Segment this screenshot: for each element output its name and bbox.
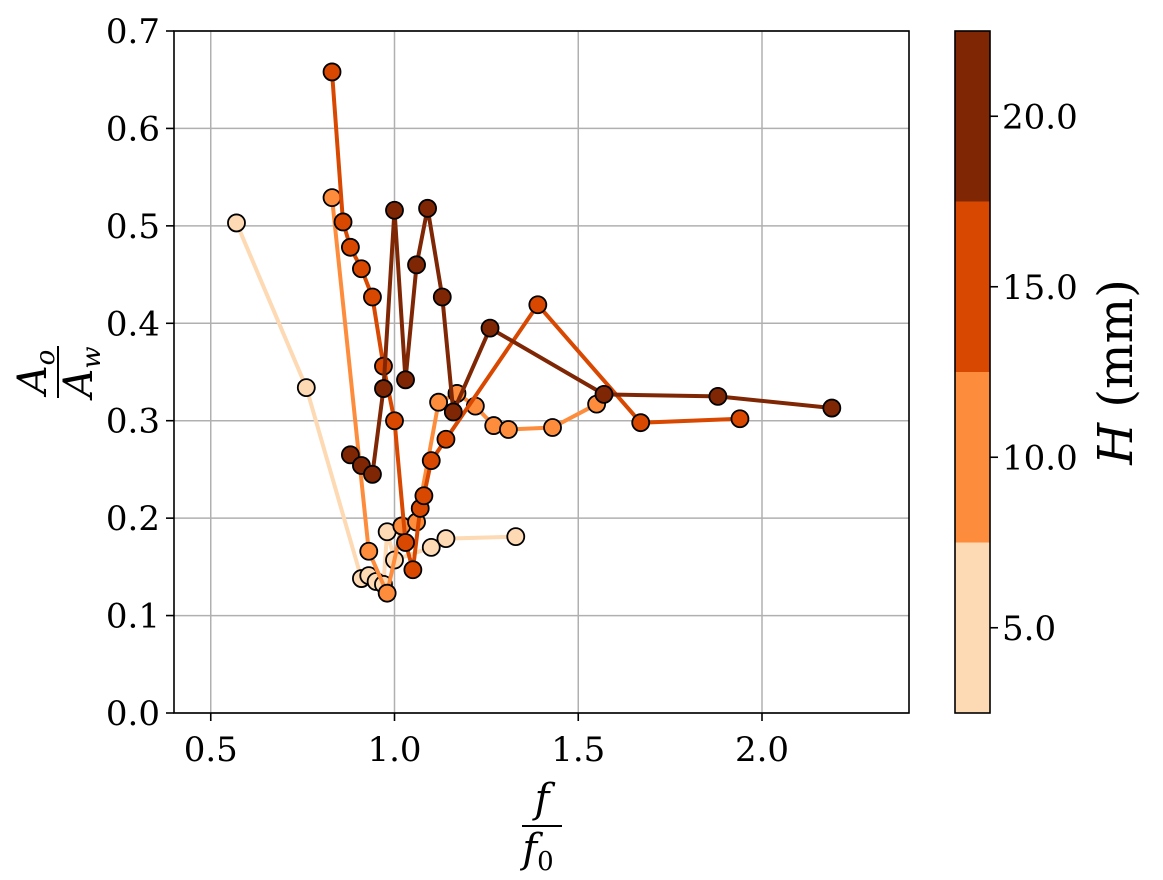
data-point bbox=[359, 541, 379, 561]
x-tick-label: 1.5 bbox=[551, 730, 605, 770]
y-tick-label: 0.1 bbox=[106, 597, 160, 637]
data-point bbox=[227, 213, 246, 233]
y-ticks: 0.0 0.1 0.2 0.3 0.4 0.5 0.6 0.7 bbox=[106, 12, 174, 734]
grid bbox=[174, 30, 909, 714]
data-point bbox=[594, 385, 614, 404]
data-point bbox=[403, 560, 423, 580]
data-point bbox=[396, 370, 415, 390]
colorbar-label: H (mm) bbox=[1088, 279, 1144, 466]
data-point bbox=[506, 527, 526, 547]
x-tick-label: 2.0 bbox=[735, 730, 789, 770]
plot-frame bbox=[173, 30, 910, 714]
y-tick-label: 0.4 bbox=[106, 304, 160, 344]
data-point bbox=[443, 402, 463, 422]
y-axis-label-denominator: Aw bbox=[56, 346, 107, 401]
y-tick-label: 0.2 bbox=[106, 499, 160, 539]
colorbar bbox=[954, 30, 991, 714]
y-axis-label-numerator: Ao bbox=[10, 350, 61, 399]
series-line bbox=[330, 71, 741, 572]
x-axis-label: f f0 bbox=[519, 776, 562, 877]
data-point bbox=[414, 486, 434, 506]
data-point bbox=[730, 409, 750, 429]
data-point bbox=[396, 533, 415, 552]
x-axis-label-numerator: f bbox=[532, 776, 556, 822]
y-tick-label: 0.5 bbox=[106, 207, 160, 247]
colorbar-tick-label: 10.0 bbox=[1002, 438, 1078, 478]
data-point bbox=[421, 537, 441, 557]
data-point bbox=[436, 429, 456, 449]
series-line bbox=[349, 206, 833, 477]
colorbar-frame bbox=[954, 30, 991, 714]
data-point bbox=[363, 287, 382, 307]
data-point bbox=[436, 529, 456, 549]
data-point bbox=[385, 200, 404, 220]
data-point bbox=[296, 378, 316, 397]
data-point bbox=[421, 451, 441, 471]
colorbar-ticks: 5.0 10.0 15.0 20.0 bbox=[990, 97, 1078, 649]
x-ticks: 0.5 1.0 1.5 2.0 bbox=[184, 713, 789, 770]
y-tick-label: 0.0 bbox=[106, 694, 160, 734]
x-tick-label: 0.5 bbox=[184, 730, 238, 770]
colorbar-tick-label: 15.0 bbox=[1002, 268, 1078, 308]
data-point bbox=[385, 411, 404, 431]
data-point bbox=[363, 464, 382, 484]
data-point bbox=[429, 392, 449, 412]
data-point bbox=[374, 379, 393, 398]
colorbar-band bbox=[955, 372, 990, 543]
data-point bbox=[708, 386, 728, 406]
data-point bbox=[340, 237, 360, 257]
data-point bbox=[480, 318, 500, 338]
data-point bbox=[822, 398, 842, 418]
series-3 bbox=[322, 62, 750, 580]
y-tick-label: 0.3 bbox=[106, 402, 160, 442]
x-tick-label: 1.0 bbox=[367, 730, 421, 770]
data-point bbox=[322, 62, 342, 82]
data-point bbox=[543, 418, 562, 437]
series-2 bbox=[322, 188, 607, 603]
colorbar-tick-label: 5.0 bbox=[1002, 609, 1056, 649]
data-point bbox=[377, 583, 397, 603]
data-point bbox=[528, 295, 548, 315]
series-4 bbox=[340, 198, 842, 484]
data-point bbox=[322, 188, 342, 208]
data-point bbox=[432, 287, 452, 307]
series-layer bbox=[227, 62, 842, 603]
colorbar-band bbox=[955, 31, 990, 202]
x-axis-label-denominator: f0 bbox=[519, 826, 553, 877]
colorbar-tick-label: 20.0 bbox=[1002, 97, 1078, 137]
data-point bbox=[407, 255, 426, 275]
colorbar-band bbox=[955, 542, 990, 713]
y-tick-label: 0.7 bbox=[106, 12, 160, 52]
data-point bbox=[352, 259, 371, 279]
colorbar-band bbox=[955, 201, 990, 372]
data-point bbox=[631, 413, 651, 433]
data-point bbox=[333, 212, 353, 232]
data-point bbox=[418, 198, 437, 218]
y-tick-label: 0.6 bbox=[106, 109, 160, 149]
data-point bbox=[499, 420, 518, 439]
y-axis-label: Ao Aw bbox=[10, 346, 107, 402]
